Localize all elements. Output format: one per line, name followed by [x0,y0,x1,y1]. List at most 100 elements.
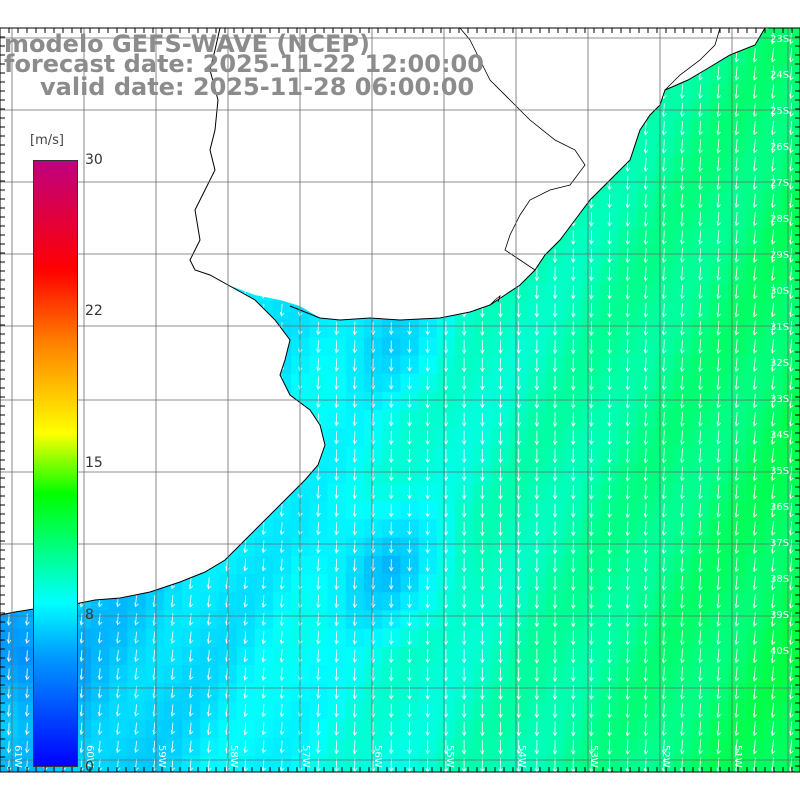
wind-arrow [552,394,558,409]
wind-arrow [443,321,449,336]
wind-arrow [771,411,776,427]
wind-cell [746,701,765,721]
wind-cell [728,282,747,302]
wind-cell [200,592,219,611]
wind-arrow [753,502,758,518]
wind-cell [691,373,711,393]
wind-arrow [680,448,685,464]
wind-arrow [789,521,794,536]
wind-cell [600,392,620,411]
wind-arrow [607,194,612,209]
wind-cell [746,665,765,684]
wind-arrow [662,648,667,664]
wind-arrow [498,630,503,646]
wind-arrow [753,520,758,536]
longitude-label: 57W [300,745,311,768]
wind-cell [309,628,329,648]
wind-cell [764,264,784,284]
wind-cell [182,665,201,684]
wind-arrow [389,376,394,390]
wind-cell [564,246,583,266]
wind-arrow [734,393,740,409]
wind-arrow [753,84,758,99]
wind-arrow [407,448,412,464]
wind-arrow [680,393,685,409]
wind-arrow [716,593,721,609]
wind-arrow [625,648,631,664]
wind-arrow [771,266,776,282]
wind-arrow [189,740,194,754]
wind-arrow [480,394,485,409]
wind-arrow [662,266,667,282]
wind-cell [309,555,329,575]
wind-cell [182,701,201,721]
wind-cell [600,592,620,611]
wind-arrow [589,212,594,227]
longitude-label: 61W [12,745,23,768]
wind-arrow [243,722,248,736]
wind-arrow [789,429,794,445]
wind-cell [273,646,292,666]
wind-cell [309,592,329,611]
wind-arrow [753,375,758,391]
wind-cell [273,555,292,575]
wind-cell [291,519,310,539]
wind-arrow [516,358,521,373]
wind-arrow [461,521,467,537]
wind-cell [582,428,602,448]
wind-cell [764,683,784,702]
wind-arrow [134,704,139,717]
wind-arrow [79,631,85,644]
wind-cell [273,537,292,557]
wind-arrow [680,612,685,628]
wind-arrow [461,558,467,573]
wind-arrow [662,139,667,154]
wind-arrow [589,448,594,464]
wind-cell [618,373,638,393]
wind-cell [382,555,401,575]
wind-arrow [461,612,467,628]
wind-cell [345,483,365,502]
wind-arrow [789,684,794,700]
wind-arrow [334,376,339,391]
wind-cell [746,246,765,266]
wind-cell [673,264,693,284]
wind-arrow [534,539,540,555]
wind-arrow [771,247,776,263]
wind-cell [637,337,656,357]
wind-cell [709,737,729,757]
wind-cell [145,719,165,739]
wind-arrow [680,703,685,719]
wind-cell [364,410,383,429]
wind-arrow [425,394,430,409]
wind-arrow [498,358,503,373]
latitude-label: 34S [770,430,789,441]
wind-arrow [607,685,612,701]
wind-cell [327,646,347,666]
wind-cell [618,483,638,502]
wind-cell [327,355,347,375]
wind-arrow [279,649,285,663]
wind-cell [364,337,383,357]
wind-cell [618,646,638,666]
wind-arrow [389,503,394,518]
wind-arrow [79,613,85,626]
wind-arrow [261,522,267,536]
wind-arrow [625,576,631,591]
wind-arrow [480,703,485,719]
wind-arrow [425,430,430,446]
wind-cell [309,501,329,520]
wind-arrow [498,703,503,719]
wind-arrow [516,521,521,537]
wind-cell [364,646,383,666]
wind-cell [728,464,747,484]
wind-cell [600,628,620,648]
wind-arrow [789,47,794,63]
wind-cell [618,737,638,757]
border-line [489,294,501,306]
wind-cell [182,719,201,739]
wind-arrow [352,740,358,755]
wind-arrow [480,449,485,464]
wind-arrow [734,138,740,154]
wind-cell [582,737,602,757]
